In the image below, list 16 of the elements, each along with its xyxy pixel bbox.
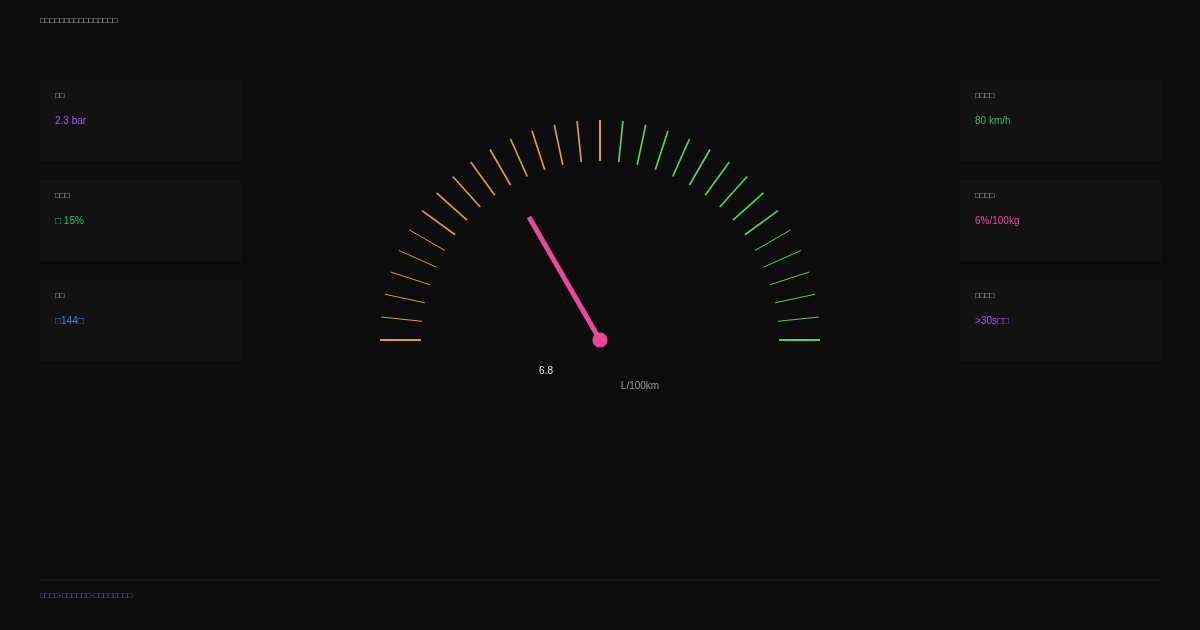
text: 2.3 bar [55, 115, 87, 126]
category-label: □□ [55, 91, 65, 100]
text: □□□□·□□□□□□·□□□□□□□□ [40, 591, 133, 600]
text: 6%/100kg [975, 215, 1020, 226]
text: □ 15% [55, 215, 84, 226]
category-label: □□□ [55, 191, 70, 200]
text: >30s□□ [975, 315, 1010, 326]
category-label: □□□□ [975, 91, 995, 100]
data-label: 6.8 [539, 365, 554, 376]
text: 80 km/h [975, 115, 1011, 126]
text: L/100km [620, 380, 660, 391]
category-label: □□□□ [975, 291, 995, 300]
text: □144□ [55, 315, 84, 326]
category-label: □□□□ [975, 191, 995, 200]
category-label: □□ [55, 291, 65, 300]
text: □□□□□□□□□□□□□□□□ [40, 16, 118, 25]
